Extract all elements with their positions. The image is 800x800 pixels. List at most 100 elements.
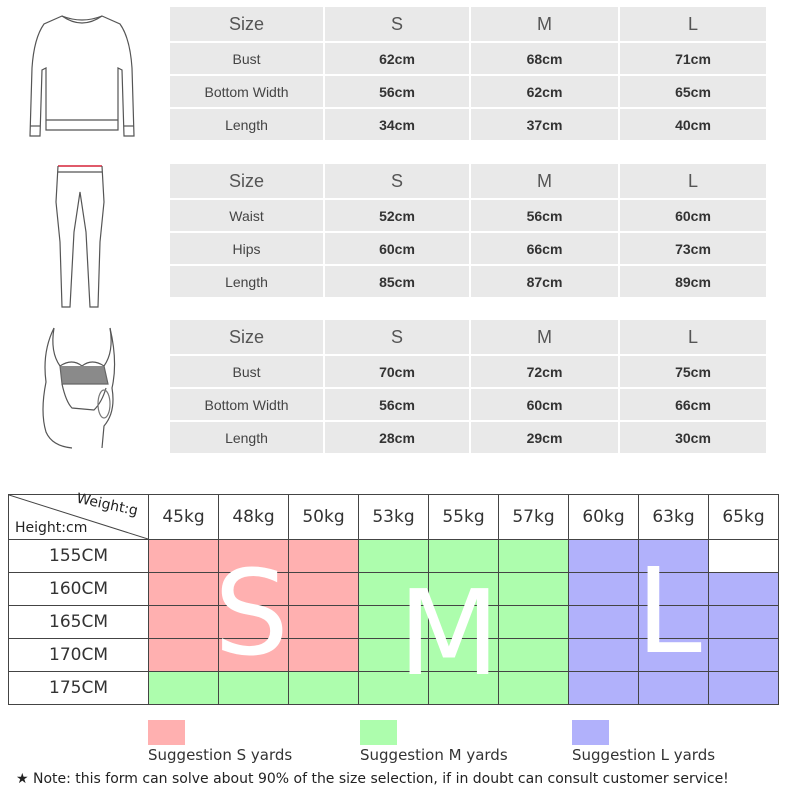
- cell-value: 34cm: [323, 107, 471, 142]
- cell-value: 29cm: [469, 420, 620, 455]
- suggestion-cell-m: [358, 539, 429, 573]
- suggestion-cell-m: [358, 605, 429, 639]
- suggestion-cell-l: [638, 638, 709, 672]
- suggestion-cell-m: [358, 572, 429, 606]
- table-header-row: Size S M L: [168, 5, 768, 43]
- size-s-header: S: [323, 318, 471, 356]
- suggestion-cell-m: [498, 572, 569, 606]
- size-s-header: S: [323, 5, 471, 43]
- suggestion-cell-m: [428, 638, 499, 672]
- height-row: 160CM: [8, 572, 779, 606]
- cell-value: 85cm: [323, 264, 471, 299]
- height-label-cell: 165CM: [8, 605, 149, 639]
- suggestion-cell-m: [358, 638, 429, 672]
- suggestion-cell-l: [568, 572, 639, 606]
- table-header-row: Size S M L: [168, 162, 768, 200]
- suggestion-cell-l: [708, 605, 779, 639]
- row-label: Length: [168, 264, 325, 299]
- height-row: 175CM: [8, 671, 779, 705]
- weight-header-row: Weight:g Height:cm 45kg 48kg 50kg 53kg 55kg 5…: [8, 491, 779, 540]
- weight-header-cell: 60kg: [568, 494, 639, 540]
- row-label: Hips: [168, 231, 325, 266]
- suggestion-cell-m: [428, 605, 499, 639]
- suggestion-cell-m: [498, 539, 569, 573]
- suggestion-cell-l: [638, 539, 709, 573]
- suggestion-cell-s: [218, 638, 289, 672]
- cell-value: 66cm: [618, 387, 768, 422]
- height-label-cell: 170CM: [8, 638, 149, 672]
- suggestion-cell-l: [708, 671, 779, 705]
- size-m-header: M: [469, 5, 620, 43]
- weight-header-cell: 50kg: [288, 494, 359, 540]
- suggestion-cell-s: [288, 605, 359, 639]
- suggestion-cell-m: [428, 572, 499, 606]
- suggestion-cell-m: [498, 671, 569, 705]
- cell-value: 66cm: [469, 231, 620, 266]
- suggestion-cell-m: [428, 671, 499, 705]
- table-row: Length 85cm 87cm 89cm: [168, 264, 768, 299]
- suggestion-cell-l: [638, 572, 709, 606]
- cell-value: 37cm: [469, 107, 620, 142]
- table-header-row: Size S M L: [168, 318, 768, 356]
- row-label: Bust: [168, 354, 325, 389]
- sports-bra-illustration: [32, 322, 132, 450]
- suggestion-cell-s: [288, 572, 359, 606]
- size-l-header: L: [618, 318, 768, 356]
- weight-header-cell: 63kg: [638, 494, 709, 540]
- diagonal-divider: [9, 495, 148, 539]
- cell-value: 60cm: [323, 231, 471, 266]
- cell-value: 52cm: [323, 198, 471, 233]
- row-label: Bottom Width: [168, 74, 325, 109]
- suggestion-cell-m: [148, 671, 219, 705]
- height-label-cell: 160CM: [8, 572, 149, 606]
- table-row: Bottom Width 56cm 62cm 65cm: [168, 74, 768, 109]
- height-row: 155CM: [8, 539, 779, 573]
- table-row: Bottom Width 56cm 60cm 66cm: [168, 387, 768, 422]
- top-size-table: Size S M L Bust 62cm 68cm 71cm Bottom Wi…: [168, 5, 768, 142]
- height-weight-table: Weight:g Height:cm 45kg 48kg 50kg 53kg 55kg 5…: [8, 491, 779, 705]
- table-row: Waist 52cm 56cm 60cm: [168, 198, 768, 233]
- cell-value: 87cm: [469, 264, 620, 299]
- suggestion-cell-l: [708, 572, 779, 606]
- suggestion-cell-s: [148, 539, 219, 573]
- sizing-note: ★ Note: this form can solve about 90% of…: [16, 771, 729, 787]
- cell-value: 75cm: [618, 354, 768, 389]
- weight-header-cell: 53kg: [358, 494, 429, 540]
- weight-header-cell: 55kg: [428, 494, 499, 540]
- size-header: Size: [168, 5, 325, 43]
- table-row: Length 34cm 37cm 40cm: [168, 107, 768, 142]
- row-label: Bottom Width: [168, 387, 325, 422]
- cell-value: 56cm: [323, 387, 471, 422]
- suggestion-cell-m: [428, 539, 499, 573]
- table-row: Bust 70cm 72cm 75cm: [168, 354, 768, 389]
- suggestion-cell-s: [218, 572, 289, 606]
- cell-value: 60cm: [469, 387, 620, 422]
- height-row: 165CM: [8, 605, 779, 639]
- legend-label-l: Suggestion L yards: [572, 746, 716, 764]
- cell-value: 28cm: [323, 420, 471, 455]
- cell-value: 73cm: [618, 231, 768, 266]
- suggestion-cell-m: [498, 605, 569, 639]
- suggestion-cell-s: [148, 572, 219, 606]
- suggestion-cell-s: [218, 539, 289, 573]
- size-suggestion-grid: Weight:g Height:cm 45kg 48kg 50kg 53kg 55kg 5…: [8, 491, 784, 706]
- row-label: Length: [168, 107, 325, 142]
- legend-swatch-l: [572, 720, 609, 745]
- cell-value: 40cm: [618, 107, 768, 142]
- size-m-header: M: [469, 318, 620, 356]
- suggestion-cell-s: [218, 605, 289, 639]
- row-label: Length: [168, 420, 325, 455]
- cell-value: 60cm: [618, 198, 768, 233]
- cell-value: 65cm: [618, 74, 768, 109]
- suggestion-cell-l: [708, 638, 779, 672]
- table-row: Bust 62cm 68cm 71cm: [168, 41, 768, 76]
- suggestion-cell-m: [288, 671, 359, 705]
- cell-value: 62cm: [469, 74, 620, 109]
- height-row: 170CM: [8, 638, 779, 672]
- cell-value: 30cm: [618, 420, 768, 455]
- long-sleeve-top-illustration: [22, 8, 142, 143]
- suggestion-cell-m: [498, 638, 569, 672]
- suggestion-cell-m: [218, 671, 289, 705]
- weight-header-cell: 57kg: [498, 494, 569, 540]
- weight-header-cell: 48kg: [218, 494, 289, 540]
